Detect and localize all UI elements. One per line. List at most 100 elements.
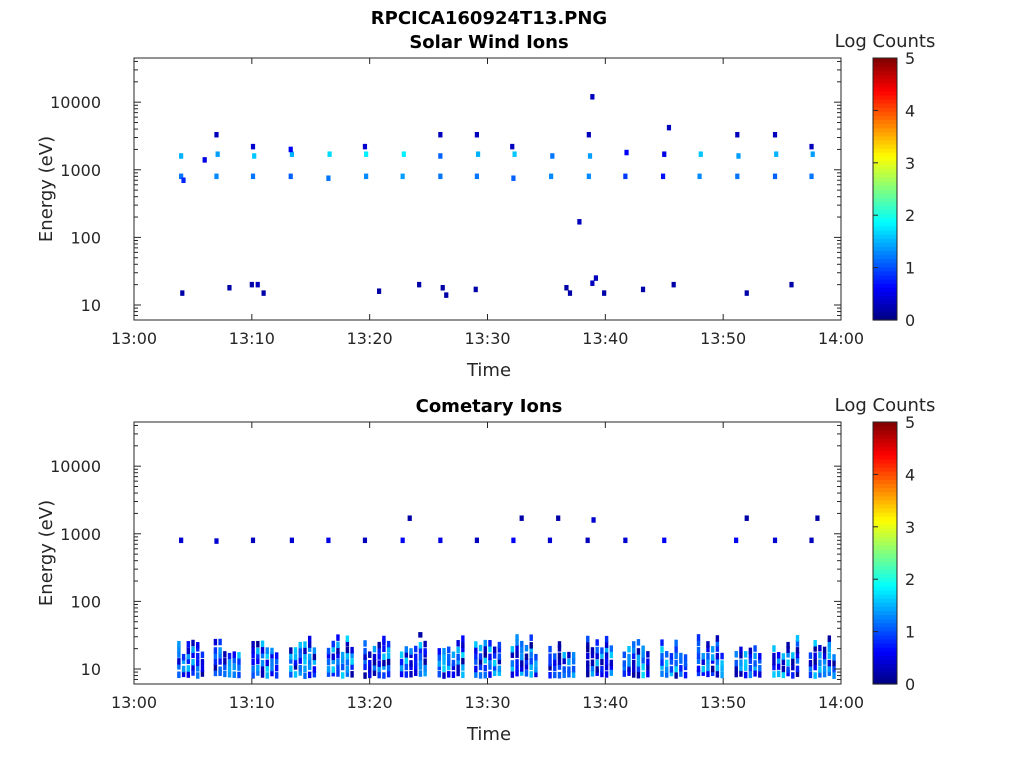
heatmap-cell: [200, 670, 205, 677]
heatmap-cell: [372, 645, 377, 653]
heatmap-cell: [270, 647, 274, 655]
heatmap-cell: [534, 659, 538, 666]
heatmap-cell: [632, 671, 636, 678]
heatmap-cell: [404, 657, 408, 664]
heatmap-cell: [748, 664, 753, 672]
heatmap-cell: [609, 651, 614, 659]
heatmap-cell: [813, 645, 817, 652]
colorbar-swatch: [873, 434, 897, 439]
heatmap-cell: [474, 658, 478, 665]
heatmap-cell: [706, 652, 710, 660]
colorbar-swatch: [873, 82, 897, 88]
heatmap-cell: [632, 652, 636, 660]
heatmap-cell: [474, 646, 478, 654]
heatmap-cell: [734, 670, 738, 678]
heatmap-cell: [674, 672, 678, 679]
heatmap-cell: [743, 651, 748, 658]
heatmap-cell: [340, 672, 345, 679]
heatmap-cell: [227, 671, 232, 678]
colorbar-swatch: [873, 462, 897, 468]
heatmap-cell: [196, 672, 200, 679]
heatmap-cell: [336, 670, 340, 677]
heatmap-cell: [510, 143, 515, 150]
colorbar-swatch: [873, 495, 897, 501]
heatmap-cell: [488, 657, 492, 665]
heatmap-cell: [753, 660, 757, 667]
heatmap-cell: [669, 666, 674, 673]
heatmap-cell: [641, 671, 645, 679]
heatmap-cell: [386, 670, 391, 678]
heatmap-cell: [186, 647, 191, 655]
x-axis: 13:00 13:10 13:20 13:30 13:40 13:50 14:00: [111, 422, 864, 712]
colorbar-swatch: [873, 422, 897, 427]
heatmap-cell: [237, 664, 241, 671]
colorbar-swatch: [873, 94, 897, 100]
colorbar-swatch: [873, 270, 897, 276]
heatmap-cell: [609, 669, 614, 676]
heatmap-cell: [368, 666, 372, 673]
colorbar-tick-label: 1: [905, 259, 915, 278]
heatmap-cell: [600, 658, 604, 666]
heatmap-cell: [288, 173, 293, 180]
colorbar-swatch: [873, 643, 897, 648]
heatmap-cell: [529, 671, 533, 678]
heatmap-cell: [743, 664, 748, 671]
heatmap-cell: [438, 173, 443, 180]
heatmap-cell: [372, 669, 377, 676]
heatmap-cell: [331, 645, 335, 653]
plot-frame: [133, 421, 842, 685]
colorbar-swatch: [873, 262, 897, 268]
heatmap-cell: [213, 647, 218, 654]
heatmap-cell: [520, 647, 524, 654]
y-tick-label: 100: [70, 228, 101, 247]
heatmap-cell: [474, 537, 479, 544]
heatmap-cell: [223, 651, 227, 658]
heatmap-cell: [451, 651, 456, 659]
heatmap-cell: [497, 665, 502, 673]
heatmap-cell: [822, 652, 827, 660]
heatmap-cell: [600, 652, 604, 659]
heatmap-cell: [739, 646, 743, 654]
y-tick-label: 10: [81, 660, 101, 679]
heatmap-cell: [706, 658, 710, 665]
colorbar-swatch: [873, 299, 897, 305]
colorbar-swatch: [873, 217, 897, 223]
heatmap-cell: [827, 659, 832, 667]
heatmap-cells: [177, 515, 836, 679]
heatmap-cell: [303, 647, 307, 655]
heatmap-cell: [289, 665, 293, 672]
heatmap-cell: [250, 143, 256, 150]
heatmap-cell: [492, 669, 497, 677]
heatmap-cell: [706, 641, 710, 648]
heatmap-cell: [331, 657, 335, 665]
heatmap-cell: [345, 666, 350, 673]
heatmap-cell: [641, 651, 645, 658]
heatmap-cell: [386, 640, 391, 648]
x-tick-label: 13:00: [111, 329, 157, 348]
heatmap-cell: [179, 537, 184, 544]
x-tick-label: 13:40: [582, 329, 628, 348]
heatmap-cell: [548, 671, 552, 679]
heatmap-cell: [739, 651, 743, 659]
heatmap-cell: [423, 664, 427, 672]
heatmap-cell: [786, 669, 790, 677]
heatmap-cell: [590, 647, 595, 654]
heatmap-cell: [586, 652, 590, 660]
colorbar-swatch: [873, 131, 897, 137]
heatmap-cell: [312, 666, 317, 673]
heatmap-cell: [813, 672, 817, 679]
colorbar-tick-label: 0: [905, 311, 915, 330]
heatmap-cell: [218, 647, 222, 654]
heatmap-cell: [372, 664, 377, 671]
heatmap-cell: [529, 645, 533, 653]
heatmap-cell: [744, 515, 749, 521]
colorbar-swatch: [873, 242, 897, 247]
heatmap-cell: [553, 659, 557, 666]
heatmap-cell: [600, 670, 604, 678]
heatmap-cell: [414, 659, 418, 667]
plot-frame: [133, 57, 842, 321]
colorbar-swatch: [873, 479, 897, 485]
colorbar-swatch: [873, 655, 897, 661]
panel-title-solar-wind: Solar Wind Ions: [409, 32, 568, 53]
heatmap-cell: [456, 653, 460, 661]
